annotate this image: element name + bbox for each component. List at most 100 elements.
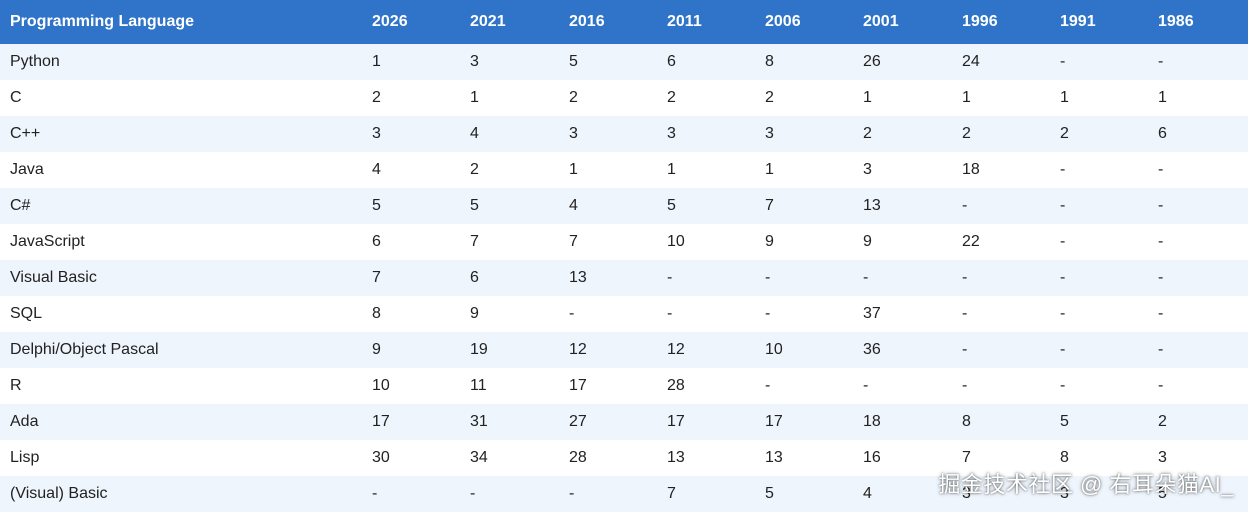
rank-cell: 17 xyxy=(372,413,390,430)
rank-cell: 6 xyxy=(470,269,479,286)
rank-cell: 5 xyxy=(569,53,578,70)
rank-cell: - xyxy=(1060,341,1066,358)
language-name-cell: Ada xyxy=(10,413,39,430)
header-year-1986: 1986 xyxy=(1158,13,1194,30)
rank-cell: 11 xyxy=(470,377,487,394)
rank-cell: - xyxy=(1158,197,1164,214)
rank-cell: 2 xyxy=(962,125,971,142)
rank-cell: 1 xyxy=(1158,89,1167,106)
rank-cell: 18 xyxy=(962,161,980,178)
rank-cell: - xyxy=(1158,305,1164,322)
rank-cell: 5 xyxy=(667,197,676,214)
rank-cell: 26 xyxy=(863,53,881,70)
rank-cell: - xyxy=(1158,341,1164,358)
rank-cell: 9 xyxy=(470,305,479,322)
table-header: Programming Language 2026 2021 2016 2011… xyxy=(0,0,1248,44)
rank-cell: - xyxy=(1060,53,1066,70)
language-name-cell: R xyxy=(10,377,22,394)
rank-cell: 7 xyxy=(569,233,578,250)
language-name-cell: SQL xyxy=(10,305,43,322)
rank-cell: 5 xyxy=(1158,485,1167,502)
rank-cell: 4 xyxy=(863,485,872,502)
table-row: Delphi/Object Pascal 9 19 12 12 10 36 - - - xyxy=(0,332,1248,368)
rank-cell: 10 xyxy=(372,377,390,394)
table-row: SQL 8 9 - - - 37 - - - xyxy=(0,296,1248,332)
table-row: C# 5 5 4 5 7 13 - - - xyxy=(0,188,1248,224)
rank-cell: 4 xyxy=(569,197,578,214)
language-name-cell: Visual Basic xyxy=(10,269,97,286)
rank-cell: 22 xyxy=(962,233,980,250)
rank-cell: - xyxy=(569,485,575,502)
rank-cell: - xyxy=(470,485,476,502)
rank-cell: - xyxy=(962,341,968,358)
rank-cell: - xyxy=(765,377,771,394)
rank-cell: 2 xyxy=(372,89,381,106)
rank-cell: 2 xyxy=(765,89,774,106)
watermark: 掘金技术社区 @ 右耳朵猫AI_ xyxy=(938,472,1234,497)
rank-cell: 9 xyxy=(765,233,774,250)
header-year-1991: 1991 xyxy=(1060,13,1096,30)
rank-cell: - xyxy=(569,305,575,322)
rank-cell: 19 xyxy=(470,341,488,358)
rank-cell: - xyxy=(1158,161,1164,178)
rank-cell: 5 xyxy=(372,197,381,214)
rank-cell: 1 xyxy=(765,161,774,178)
rank-cell: 13 xyxy=(863,197,881,214)
rank-cell: 6 xyxy=(372,233,381,250)
header-year-1996: 1996 xyxy=(962,13,998,30)
rank-cell: 7 xyxy=(765,197,774,214)
rank-cell: - xyxy=(765,269,771,286)
rank-cell: 5 xyxy=(470,197,479,214)
rank-cell: 6 xyxy=(1158,125,1167,142)
rank-cell: 2 xyxy=(863,125,872,142)
table-row: C++ 3 4 3 3 3 2 2 2 6 xyxy=(0,116,1248,152)
language-name-cell: C xyxy=(10,89,22,106)
rank-cell: - xyxy=(1158,53,1164,70)
table-body: Python 1 3 5 6 8 26 24- - C 2 1 2 2 2 1 1 1 1 C++ 3 4 3 3 3 2 2 2 6 J… xyxy=(0,44,1248,512)
rank-cell: 31 xyxy=(470,413,488,430)
rank-cell: 7 xyxy=(962,449,971,466)
rank-cell: 2 xyxy=(470,161,479,178)
rank-cell: 1 xyxy=(962,89,971,106)
language-name-cell: C# xyxy=(10,197,31,214)
rank-cell: 8 xyxy=(372,305,381,322)
rank-cell: - xyxy=(1060,161,1066,178)
rank-cell: 17 xyxy=(765,413,783,430)
rank-cell: 1 xyxy=(569,161,578,178)
header-year-2021: 2021 xyxy=(470,13,506,30)
rank-cell: - xyxy=(765,305,771,322)
rank-cell: 1 xyxy=(372,53,381,70)
rank-cell: 2 xyxy=(569,89,578,106)
rank-cell: 13 xyxy=(765,449,783,466)
rank-cell: 2 xyxy=(667,89,676,106)
rank-cell: 12 xyxy=(569,341,587,358)
table-row: JavaScript 6 7 7 10 9 9 22 - - xyxy=(0,224,1248,260)
rank-cell: - xyxy=(1060,197,1066,214)
header-row: Programming Language 2026 2021 2016 2011… xyxy=(0,0,1248,44)
rank-cell: 3 xyxy=(1060,485,1069,502)
rank-cell: - xyxy=(1060,305,1066,322)
table-row: Lisp 30 34 28 13 13 16 7 8 3 xyxy=(0,440,1248,476)
language-name-cell: Delphi/Object Pascal xyxy=(10,341,159,358)
rank-cell: 37 xyxy=(863,305,881,322)
language-name-cell: Python xyxy=(10,53,60,70)
rank-cell: 28 xyxy=(667,377,685,394)
rank-cell: 2 xyxy=(1158,413,1167,430)
rank-cell: 10 xyxy=(667,233,685,250)
table-row: Java 4 2 1 1 1 3 18 - - xyxy=(0,152,1248,188)
rank-cell: 4 xyxy=(372,161,381,178)
table-row: R 10 11 17 28 - - - - - xyxy=(0,368,1248,404)
rank-cell: - xyxy=(962,377,968,394)
rank-cell: - xyxy=(1158,233,1164,250)
rank-cell: - xyxy=(667,269,673,286)
rank-cell: 1 xyxy=(1060,89,1069,106)
rank-cell: - xyxy=(962,305,968,322)
rank-cell: 8 xyxy=(962,413,971,430)
rank-cell: 5 xyxy=(1060,413,1069,430)
rank-cell: - xyxy=(1060,269,1066,286)
table-row: (Visual) Basic - - - 7 5 4 3 3 5 xyxy=(0,476,1248,512)
rank-cell: 3 xyxy=(372,125,381,142)
rank-cell: 4 xyxy=(470,125,479,142)
rank-cell: 34 xyxy=(470,449,488,466)
